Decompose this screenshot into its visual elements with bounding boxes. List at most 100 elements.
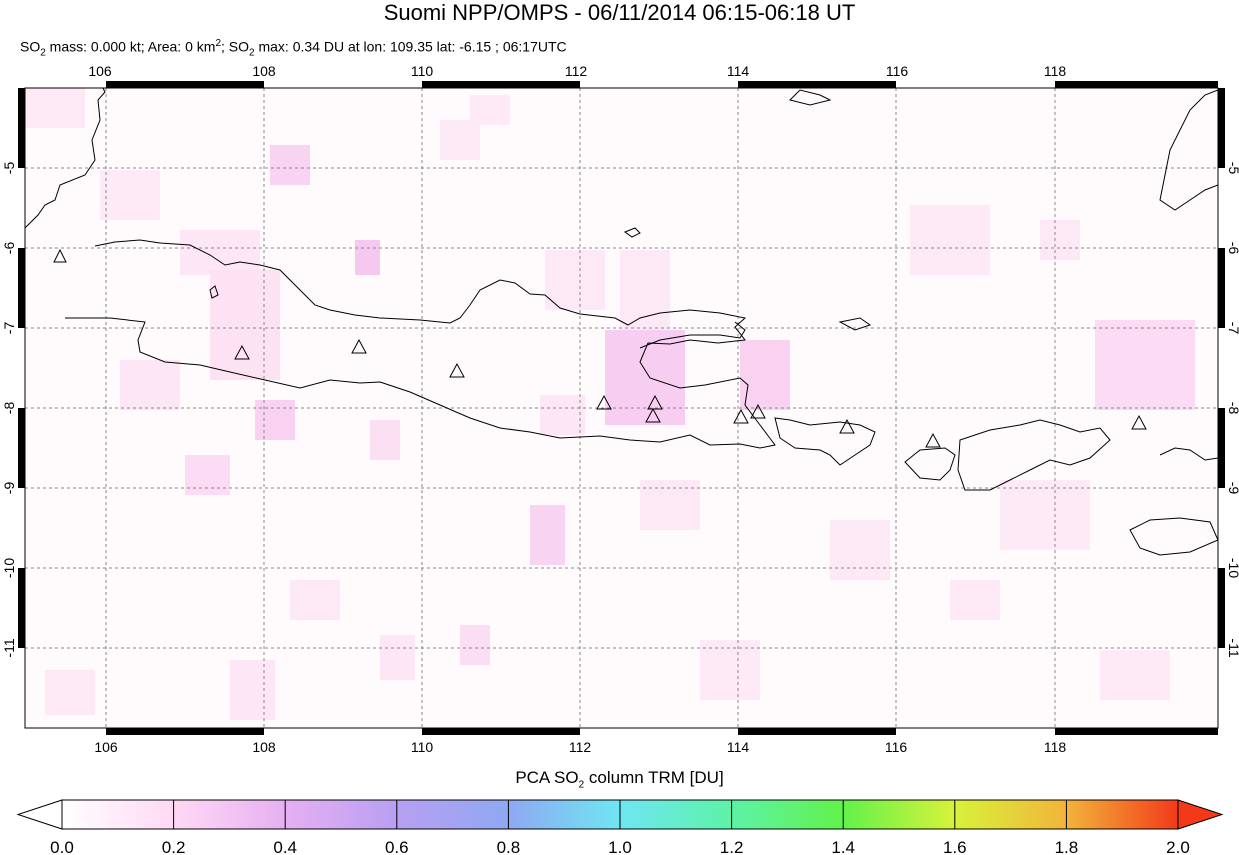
so2-pixel [25,88,85,128]
colorbar-tick-label: 0.0 [50,838,74,855]
lat-tick-label: -7 [1226,322,1239,335]
colorbar-tick-label: 0.4 [273,838,297,855]
so2-pixel [440,120,480,160]
lat-tick-label: -8 [1,402,17,415]
so2-pixel [910,205,990,275]
madura-coastline [639,321,746,349]
flores-coastline [1159,447,1218,461]
so2-max-label: ; SO [221,38,250,55]
so2-pixel [185,455,230,495]
colorbar-title-pre: PCA SO [515,768,579,787]
lat-tick-label: -6 [1,242,17,255]
colorbar: 0.0 0.2 0.4 0.6 0.8 1.0 1.2 1.4 1.6 1.8 … [16,799,1224,855]
colorbar-tick-label: 0.2 [162,838,186,855]
colorbar-labels: 0.0 0.2 0.4 0.6 0.8 1.0 1.2 1.4 1.6 1.8 … [50,838,1190,855]
colorbar-tick-label: 2.0 [1166,838,1190,855]
gridlines [25,88,1218,728]
so2-pixel [355,240,380,275]
triangle-icon [925,432,941,448]
so2-pixel [45,670,95,715]
so2-pixels [25,88,1195,720]
kangean-island [838,317,872,331]
so2-pixel [255,400,295,440]
coastlines [25,88,1218,556]
lat-tick-label: -10 [1226,558,1239,578]
so2-pixel [530,505,565,565]
triangle-icon [449,362,465,378]
lat-tick-label: -9 [1226,482,1239,495]
so2-pixel [270,145,310,185]
triangle-icon [839,418,855,434]
volcano-markers [53,248,1147,448]
mass-text: mass: 0.000 kt; Area: 0 km [45,38,216,55]
so2-pixel [740,340,790,410]
lon-tick-label: 108 [252,63,276,79]
so2-pixel [290,580,340,620]
lat-tick-label: -11 [1226,638,1239,657]
so2-pixel [830,520,890,580]
bali-coastline [774,417,876,466]
colorbar-tick-label: 1.6 [943,838,967,855]
lon-tick-label: 118 [1044,739,1067,755]
max-text: max: 0.34 DU at lon: 109.35 lat: -6.15 ;… [254,38,567,55]
triangle-icon [234,344,250,360]
colorbar-tick-label: 1.0 [608,838,632,855]
colorbar-tick-label: 1.4 [831,838,855,855]
so2-pixel [1040,220,1080,260]
lat-tick-label: -5 [1,162,17,175]
colorbar-tick-label: 1.2 [720,838,744,855]
lat-labels-right: -5 -6 -7 -8 -9 -10 -11 [1226,162,1239,658]
triangle-icon [596,394,612,410]
lon-labels-bottom: 106 108 110 112 114 116 118 [94,739,1066,755]
lon-tick-label: 110 [411,739,434,755]
lat-tick-label: -6 [1226,242,1239,255]
triangle-icon [1131,414,1147,430]
so2-pixel [370,420,400,460]
colorbar-title-post: column TRM [DU] [584,768,724,787]
triangle-icon [53,248,67,263]
triangle-icon [351,338,367,354]
lon-tick-label: 114 [727,739,750,755]
lon-labels-top: 106 108 110 112 114 116 118 [88,63,1066,79]
triangle-icon [733,408,749,424]
so2-pixel [700,640,760,700]
so2-pixel [180,230,260,275]
so2-pixel [540,395,585,435]
so2-pixel [1100,650,1170,700]
so2-pixel [380,635,415,680]
lon-tick-label: 112 [565,63,588,79]
lombok-coastline [904,447,956,481]
so2-pixel [545,250,605,310]
so2-pixel [210,270,280,380]
lon-tick-label: 112 [569,739,592,755]
map-title: Suomi NPP/OMPS - 06/11/2014 06:15-06:18 … [383,0,856,25]
so2-pixel [620,250,670,330]
lon-tick-label: 116 [886,63,909,79]
lon-tick-label: 116 [885,739,908,755]
java-coastline [65,239,776,449]
colorbar-max-arrow [1177,799,1224,830]
so2-pixel [605,330,685,425]
colorbar-tick-label: 0.8 [497,838,521,855]
so2-pixel [470,95,510,125]
so2-pixel [1000,480,1090,550]
lat-tick-label: -8 [1226,402,1239,415]
frame-ticks [18,81,1225,735]
sumbawa-coastline [957,419,1111,491]
colorbar-tick-label: 1.8 [1055,838,1079,855]
lon-tick-label: 108 [252,739,276,755]
colorbar-min-arrow [16,799,63,830]
triangle-icon [645,407,661,423]
lat-tick-label: -10 [1,558,17,578]
so2-pixel [950,580,1000,620]
lat-tick-label: -9 [1,482,17,495]
lon-tick-label: 110 [411,63,434,79]
lon-tick-label: 118 [1044,63,1067,79]
subtitle: SO2 mass: 0.000 kt; Area: 0 km2; SO2 max… [20,38,567,59]
lon-tick-label: 106 [88,63,112,79]
so2-pixel [100,170,160,220]
bawean-island [623,227,641,238]
so2-pixel [460,625,490,665]
colorbar-tick-label: 0.6 [385,838,409,855]
